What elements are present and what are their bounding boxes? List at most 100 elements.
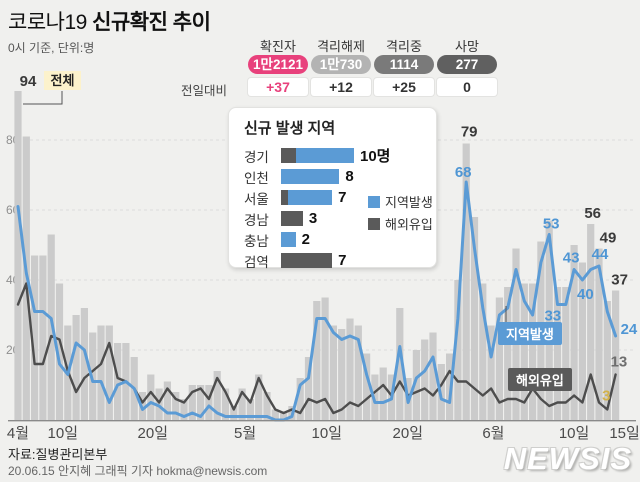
total-bar [562,287,570,420]
total-bar [155,388,163,420]
region-row: 충남 2 [244,229,436,250]
legend-item: 지역발생 [368,192,433,211]
region-row: 검역 7 [244,250,436,271]
stat-delta-cell: 0 [437,78,497,96]
total-bar [446,353,454,420]
total-bar [578,262,586,420]
region-bar-segment-imported [281,211,303,226]
x-tick-label: 20일 [393,425,424,442]
total-bar [213,371,221,420]
region-bar-segment-imported [281,148,296,163]
total-bar [197,385,205,420]
total-bar [429,332,437,420]
total-bar [462,143,470,420]
region-label: 충남 [244,233,269,249]
delta-row-label: 전일대비 [181,84,228,98]
region-value: 7 [338,189,347,206]
total-bar [354,325,362,420]
region-label: 검역 [244,254,269,270]
total-bar [280,413,288,420]
region-value: 7 [338,252,347,269]
stats-table: 확진자 1만2121 +37 격리해제 1만730 +12 격리중 1114 +25 사망 277 0 [248,36,497,96]
annotation-label: 24 [621,321,638,338]
total-bar [163,381,171,420]
total-bar [205,385,213,420]
stat-delta-cell: +37 [248,78,308,96]
total-bar [587,224,595,420]
total-bar [603,301,611,420]
region-row: 인천 8 [244,166,436,187]
total-bar [595,248,603,420]
series-label-imported: 해외유입 [508,368,572,391]
total-bar [545,220,553,420]
total-bar [412,350,420,420]
total-bar [338,329,346,420]
title-bold: 신규확진 추이 [92,11,211,34]
newsis-logo: NEWSIS [503,441,632,476]
stat-value-badge: 277 [437,55,497,74]
total-bar [529,283,537,420]
region-label: 인천 [244,170,269,186]
region-row: 서울 7 [244,187,436,208]
region-bar-segment-local [281,232,296,247]
total-bar [255,374,263,420]
region-rows: 경기 10명 인천 8 서울 7 경남 3 충남 2 검역 7 [244,145,436,271]
legend-swatch-icon [368,195,380,208]
region-value: 3 [308,210,318,227]
region-bar [281,211,303,226]
annotation-label: 40 [577,286,594,303]
x-tick-label: 15일 [609,425,640,442]
card-title: 신규 발생 지역 [244,120,336,137]
total-bar [396,308,404,420]
total-bar [470,217,479,420]
total-bar [271,409,279,420]
region-label: 서울 [244,191,269,207]
total-bar [114,343,122,420]
total-bar [180,399,188,420]
legend-swatch-icon [368,217,380,230]
title-regular: 코로나19 [8,11,87,34]
annotation-label: 94 [20,73,37,90]
credit-text: 20.06.15 안지혜 그래픽 기자 hokma@newsis.com [8,464,268,478]
total-bar [31,255,39,420]
stat-column: 격리중 1114 +25 [374,36,434,96]
total-bar [479,283,487,420]
total-bar [246,399,254,420]
region-value: 10명 [359,148,391,165]
total-bar [55,283,64,420]
series-label-local: 지역발생 [498,322,562,345]
region-breakdown-card: 신규 발생 지역 경기 10명 인천 8 서울 7 경남 3 충남 2 검역 7 지역발생 해외유입 [228,107,437,271]
region-bar-segment-imported [281,190,289,205]
annotation-label: 49 [600,230,617,247]
total-bar [97,325,105,420]
region-row: 경남 3 [244,208,436,229]
annotation-label: 56 [584,205,601,222]
annotation-label: 53 [543,216,560,233]
x-tick-label: 10일 [48,425,79,442]
region-bar-segment-local [288,190,333,205]
stat-column: 격리해제 1만730 +12 [311,36,371,96]
annotation-label: 43 [563,250,580,267]
total-bar [454,280,462,420]
annotation-label: 33 [544,308,561,325]
total-bar [39,255,47,420]
callout-connector [23,91,63,105]
total-bar [221,388,230,420]
page-title: 코로나19 신규확진 추이 [8,6,211,36]
region-bar [281,148,354,163]
total-bar [147,374,155,420]
x-tick-label: 20일 [138,425,169,442]
total-bar [346,318,354,420]
region-bar [281,169,340,184]
stat-column: 확진자 1만2121 +37 [248,36,308,96]
region-bar-segment-local [281,169,340,184]
total-bar [612,290,620,420]
region-value: 2 [301,231,310,248]
x-tick-label: 4월 [7,425,29,442]
annotation-label: 79 [461,124,478,141]
local-line [16,180,618,422]
stat-header: 격리중 [386,39,422,54]
annotation-label: 13 [611,354,628,371]
total-bar [363,353,371,420]
